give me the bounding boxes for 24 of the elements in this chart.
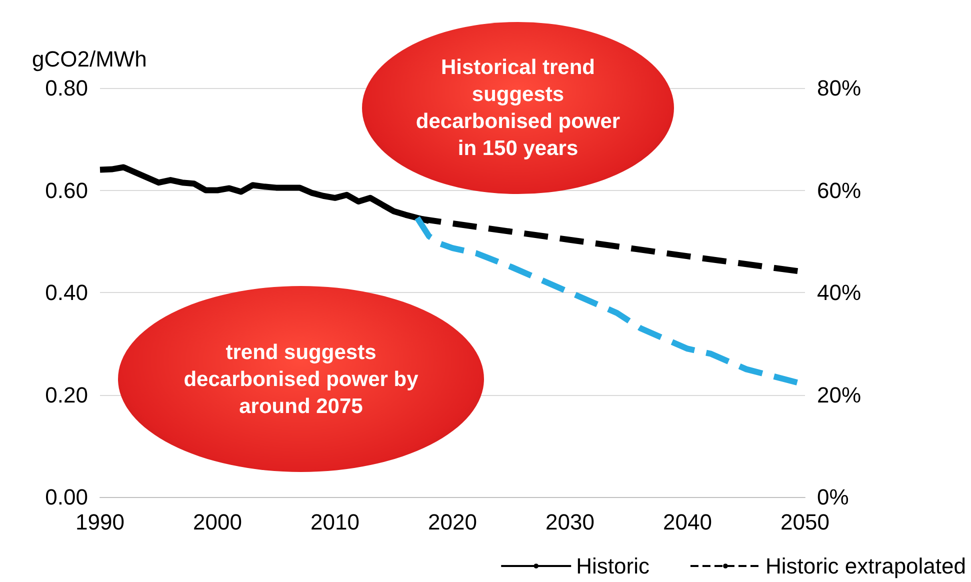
y-axis-title: gCO2/MWh <box>32 46 147 72</box>
y2-tick-label: 80% <box>817 76 862 100</box>
legend-label: Historic extrapolated <box>765 554 966 578</box>
annotation: Historical trend suggests decarbonised power in 150 years <box>414 55 622 162</box>
x-tick-label: 1990 <box>76 510 124 534</box>
y2-tick-label: 60% <box>817 178 862 203</box>
x-tick-label: 2040 <box>663 510 712 534</box>
y-tick-label: 0.60 <box>45 178 88 203</box>
y-tick-label: 0.80 <box>45 76 88 100</box>
x-tick-label: 2050 <box>780 510 830 534</box>
x-tick-label: 2020 <box>428 510 477 534</box>
y-tick-label: 0.40 <box>45 280 88 305</box>
x-tick-label: 2000 <box>193 510 242 534</box>
oval-callout: Historical trend suggests decarbonised power in 150 years <box>362 22 674 194</box>
annotation: trend suggests decarbonised power by around 2075 <box>182 340 420 420</box>
y2-tick-label: 40% <box>817 280 862 305</box>
x-tick-label: 2030 <box>546 510 594 534</box>
y-tick-label: 0.20 <box>45 382 88 408</box>
x-tick-label: 2010 <box>310 510 360 534</box>
y2-tick-label: 0% <box>817 484 849 510</box>
oval-callout: trend suggests decarbonised power by around 2075 <box>118 286 484 472</box>
legend-label: Historic <box>576 554 650 578</box>
y2-tick-label: 20% <box>817 382 862 408</box>
y-tick-label: 0.00 <box>45 484 88 510</box>
